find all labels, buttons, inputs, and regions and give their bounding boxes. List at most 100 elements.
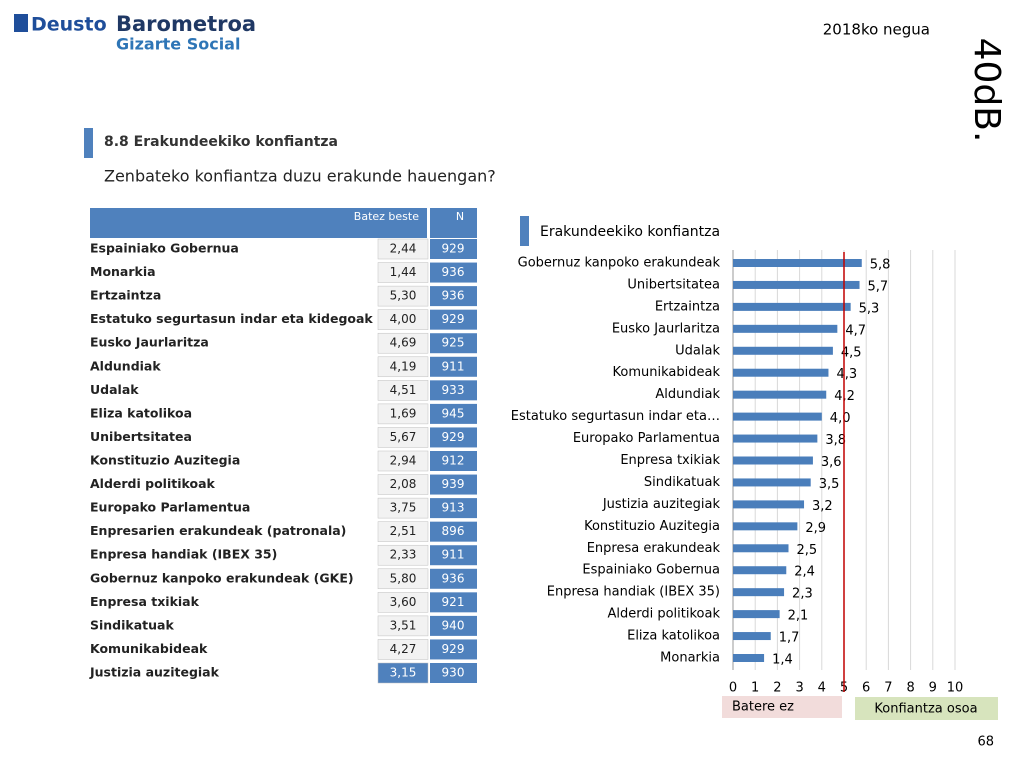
bar (733, 522, 798, 531)
x-tick-label: 8 (906, 681, 914, 696)
value-cell (377, 592, 429, 613)
value-cell (377, 662, 429, 684)
row-label: Udalak (90, 382, 139, 397)
data-label: 3,5 (819, 477, 840, 492)
product: Barometroa (116, 12, 256, 36)
row-n: 929 (442, 430, 465, 444)
y-tick-label: Unibertsitatea (627, 277, 720, 292)
n-cell (430, 592, 477, 613)
row-n: 929 (442, 242, 465, 256)
row-value: 2,33 (390, 548, 417, 562)
row-value: 3,15 (390, 666, 417, 680)
x-tick-label: 3 (795, 681, 803, 696)
data-label: 2,4 (794, 565, 815, 580)
bar (733, 346, 833, 355)
value-cell (377, 238, 429, 260)
row-value: 5,80 (390, 571, 417, 585)
data-label: 5,7 (868, 279, 889, 294)
value-cell (377, 544, 429, 566)
bar (733, 610, 780, 619)
n-cell (430, 403, 477, 424)
row-label: Eusko Jaurlaritza (90, 335, 209, 350)
data-label: 4,0 (830, 411, 851, 426)
chart-marker (520, 216, 529, 246)
n-cell (430, 333, 477, 354)
row-n: 896 (442, 524, 465, 538)
y-tick-label: Eusko Jaurlaritza (612, 321, 720, 336)
row-n: 912 (442, 454, 465, 468)
n-cell (430, 356, 477, 377)
row-label: Enpresa txikiak (90, 594, 200, 609)
row-value: 2,51 (390, 524, 417, 538)
bar (733, 390, 827, 399)
value-cell (377, 403, 429, 425)
row-label: Enpresa handiak (IBEX 35) (90, 547, 277, 562)
row-n: 911 (442, 548, 465, 562)
row-n: 939 (442, 477, 465, 491)
x-tick-label: 1 (751, 681, 759, 696)
bar (733, 566, 787, 575)
row-n: 936 (442, 571, 465, 585)
data-label: 4,5 (841, 345, 862, 360)
value-cell (377, 285, 429, 307)
row-n: 945 (442, 406, 465, 420)
y-tick-label: Enpresa erakundeak (587, 541, 721, 556)
y-tick-label: Konstituzio Auzitegia (584, 519, 720, 534)
row-label: Gobernuz kanpoko erakundeak (GKE) (90, 570, 354, 585)
row-label: Espainiako Gobernua (90, 241, 239, 256)
value-cell (377, 568, 429, 590)
n-cell (430, 380, 477, 401)
value-cell (377, 309, 429, 330)
table-header (430, 208, 477, 238)
x-tick-label: 10 (947, 681, 964, 696)
scale-box (722, 696, 842, 718)
question: Zenbateko konfiantza duzu erakunde hauen… (104, 167, 496, 186)
data-label: 2,3 (792, 587, 813, 602)
row-label: Estatuko segurtasun indar eta kidegoak (90, 311, 373, 326)
data-label: 1,7 (779, 631, 800, 646)
row-value: 5,30 (390, 289, 417, 303)
bar (733, 632, 771, 641)
row-value: 3,51 (390, 618, 417, 632)
data-label: 5,3 (859, 301, 880, 316)
y-tick-label: Alderdi politikoak (607, 607, 720, 622)
value-cell (377, 639, 429, 660)
value-cell (377, 356, 429, 378)
bar (733, 434, 818, 443)
value-cell (377, 450, 429, 472)
n-cell (430, 239, 477, 259)
row-value: 5,67 (390, 430, 417, 444)
row-value: 4,19 (390, 359, 417, 373)
row-value: 2,08 (390, 477, 417, 491)
row-label: Aldundiak (90, 358, 161, 373)
y-tick-label: Europako Parlamentua (573, 431, 720, 446)
y-tick-label: Monarkia (660, 651, 720, 666)
bar (733, 500, 805, 509)
subproduct: Gizarte Social (116, 35, 240, 54)
x-tick-label: 6 (862, 681, 870, 696)
bar (733, 654, 765, 662)
x-tick-label: 4 (818, 681, 826, 696)
value-cell (377, 427, 429, 448)
row-n: 936 (442, 265, 465, 279)
row-n: 913 (442, 501, 465, 515)
bar (733, 544, 789, 553)
logo-shield (14, 14, 28, 32)
row-label: Monarkia (90, 264, 156, 279)
scale-label: Batere ez (732, 700, 794, 715)
row-label: Sindikatuak (90, 617, 174, 632)
y-tick-label: Estatuko segurtasun indar eta… (511, 409, 720, 424)
row-value: 1,69 (390, 406, 417, 420)
bar (733, 412, 822, 421)
table-header (90, 208, 427, 238)
row-value: 4,69 (390, 336, 417, 350)
n-cell (430, 286, 477, 307)
value-cell (377, 521, 429, 542)
value-cell (377, 474, 429, 495)
x-tick-label: 9 (929, 681, 937, 696)
data-label: 4,3 (836, 367, 857, 382)
column-header: Batez beste (354, 210, 419, 223)
bar (733, 478, 811, 487)
y-tick-label: Enpresa handiak (IBEX 35) (547, 585, 720, 600)
